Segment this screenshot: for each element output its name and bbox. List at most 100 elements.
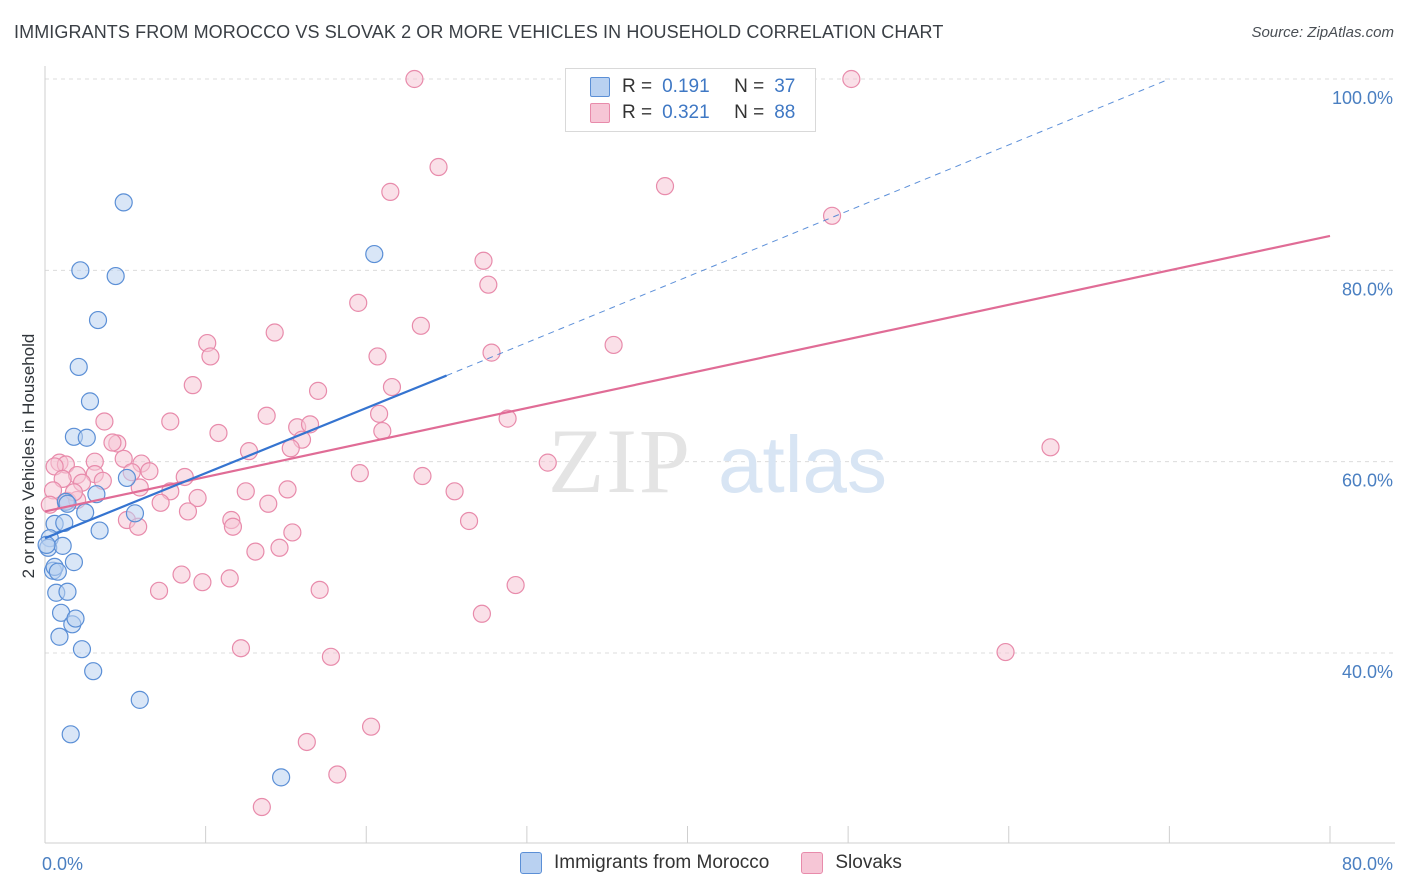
morocco-point	[130, 690, 149, 709]
slovak-point	[223, 517, 243, 536]
legend-n-label: N =	[734, 76, 765, 97]
slovak-point	[257, 406, 276, 425]
morocco-point	[71, 261, 90, 280]
slovak-point	[278, 480, 297, 499]
slovak-point	[445, 482, 464, 501]
slovak-point	[361, 717, 381, 736]
slovak-point	[308, 381, 328, 400]
slovak-point	[149, 581, 169, 600]
slovak-point	[472, 604, 491, 623]
slovak-point	[479, 275, 498, 294]
morocco-point	[50, 627, 69, 646]
slovak-point	[321, 647, 341, 666]
slovak-point	[188, 488, 207, 508]
slovak-point	[1041, 438, 1060, 457]
slovak-point	[246, 542, 265, 561]
legend-label-slovak: Slovaks	[835, 852, 902, 873]
slovak-point	[604, 335, 623, 355]
morocco-point	[76, 503, 95, 522]
stats-legend: R = 0.191 N = 37 R = 0.321 N = 88	[565, 68, 816, 132]
legend-swatch-slovak	[801, 852, 824, 874]
morocco-point	[58, 494, 77, 513]
watermark-zip: ZIP	[548, 410, 692, 512]
y-tick-label: 60.0%	[1342, 471, 1393, 491]
slovak-point	[482, 343, 501, 362]
slovak-point	[382, 377, 402, 397]
slovak-point	[498, 409, 517, 428]
series-legend: Immigrants from Morocco Slovaks	[520, 852, 934, 874]
slovak-point	[193, 573, 212, 592]
slovak-point	[178, 502, 198, 521]
morocco-point	[64, 553, 84, 572]
x-tick-label: 0.0%	[42, 854, 83, 874]
slovak-point	[368, 347, 387, 366]
morocco-point	[48, 562, 67, 581]
slovak-point	[252, 797, 271, 817]
legend-swatch-morocco	[520, 852, 542, 874]
legend-r-label: R =	[622, 102, 653, 123]
watermark-atlas: atlas	[718, 420, 887, 509]
slovak-point	[183, 376, 202, 395]
slovak-point	[381, 182, 400, 201]
legend-r-label: R =	[622, 76, 653, 97]
slovak-point	[231, 639, 251, 658]
slovak-point	[413, 466, 432, 486]
morocco-point	[114, 193, 133, 212]
legend-n-value-morocco: 37	[774, 76, 796, 97]
source-label: Source: ZipAtlas.com	[1251, 24, 1394, 41]
tick-labels: 40.0% 60.0% 80.0% 100.0% 0.0% 80.0%	[42, 88, 1393, 874]
morocco-point	[90, 521, 109, 540]
morocco-point	[272, 768, 291, 787]
slovak-point	[297, 732, 316, 752]
slovak-point	[172, 565, 191, 584]
slovak-point	[429, 157, 448, 177]
slovak-point	[201, 347, 220, 366]
slovak-point	[95, 412, 114, 431]
slovak-point	[506, 575, 525, 595]
slovak-point	[209, 423, 228, 443]
morocco-point	[53, 536, 72, 555]
slovak-point	[236, 482, 255, 501]
slovak-point	[842, 69, 861, 89]
slovak-point	[140, 462, 159, 481]
slovak-point	[265, 323, 284, 342]
slovak-point	[220, 569, 239, 588]
axis-layer	[44, 66, 1395, 844]
legend-row-slovak: R = 0.321 N = 88	[590, 101, 795, 125]
morocco-point	[72, 640, 92, 659]
morocco-point	[61, 725, 80, 744]
chart-title: IMMIGRANTS FROM MOROCCO VS SLOVAK 2 OR M…	[14, 22, 944, 42]
y-tick-label: 80.0%	[1342, 279, 1393, 299]
legend-swatch-morocco	[590, 77, 610, 97]
watermark: ZIP atlas	[548, 410, 887, 512]
morocco-point	[66, 609, 85, 628]
morocco-point	[84, 662, 103, 681]
morocco-point	[125, 504, 145, 523]
legend-n-label: N =	[734, 102, 765, 123]
slovak-point	[283, 523, 302, 542]
legend-n-value-slovak: 88	[774, 102, 796, 123]
slovak-point	[996, 642, 1015, 662]
slovak-trend-line	[44, 234, 1331, 513]
morocco-point	[117, 468, 137, 488]
trend-lines	[44, 78, 1331, 540]
morocco-point	[80, 392, 100, 411]
legend-item-slovak[interactable]: Slovaks	[801, 852, 902, 874]
morocco-point	[58, 582, 77, 601]
legend-r-value-morocco: 0.191	[662, 76, 710, 97]
slovak-point	[349, 293, 368, 312]
morocco-point	[37, 535, 56, 554]
slovak-point	[270, 538, 289, 557]
slovak-point	[161, 412, 180, 431]
morocco-point	[106, 266, 125, 286]
y-axis-label: 2 or more Vehicles in Household	[19, 334, 38, 579]
slovak-point	[151, 493, 170, 512]
slovak-point	[459, 511, 479, 531]
legend-r-value-slovak: 0.321	[662, 102, 710, 123]
morocco-point	[69, 357, 88, 377]
slovak-point	[411, 316, 430, 335]
legend-item-morocco[interactable]: Immigrants from Morocco	[520, 852, 769, 874]
slovak-point	[370, 404, 389, 423]
x-tick-label: 80.0%	[1342, 854, 1393, 874]
